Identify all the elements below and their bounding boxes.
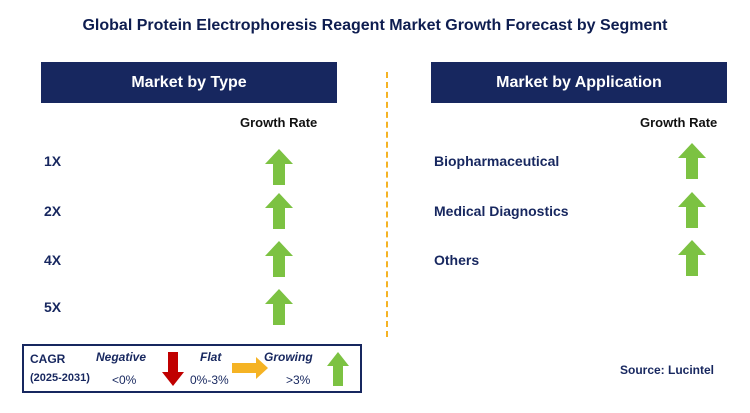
legend-negative-value: <0% — [112, 373, 137, 387]
yellow-right-arrow-icon — [232, 357, 268, 379]
green-up-arrow-icon — [678, 240, 706, 276]
column-header-growth-rate-application: Growth Rate — [640, 115, 718, 130]
panel-header-type: Market by Type — [41, 62, 337, 103]
legend-growing-value: >3% — [286, 373, 311, 387]
legend-cagr-label: CAGR — [30, 352, 66, 366]
legend-growing-label: Growing — [264, 350, 313, 364]
panel-header-application: Market by Application — [431, 62, 727, 103]
application-row-label: Medical Diagnostics — [434, 203, 569, 219]
legend-negative-label: Negative — [96, 350, 147, 364]
legend-flat-label: Flat — [200, 350, 222, 364]
source-label: Source: Lucintel — [620, 363, 715, 377]
green-up-arrow-icon — [327, 352, 349, 386]
type-row-label: 4X — [44, 252, 62, 268]
green-up-arrow-icon — [265, 241, 293, 277]
page-title: Global Protein Electrophoresis Reagent M… — [82, 17, 668, 34]
green-up-arrow-icon — [678, 192, 706, 228]
divider — [386, 72, 388, 337]
green-up-arrow-icon — [265, 149, 293, 185]
type-row-label: 2X — [44, 203, 62, 219]
legend-flat-value: 0%-3% — [190, 373, 229, 387]
type-row-label: 1X — [44, 153, 62, 169]
green-up-arrow-icon — [678, 143, 706, 179]
legend-period-label: (2025-2031) — [30, 372, 90, 384]
column-header-growth-rate-type: Growth Rate — [240, 115, 318, 130]
legend-box: CAGR (2025-2031) Negative <0% Flat 0%-3%… — [22, 344, 362, 393]
application-row-label: Biopharmaceutical — [434, 153, 560, 169]
red-down-arrow-icon — [162, 352, 184, 386]
green-up-arrow-icon — [265, 289, 293, 325]
type-row-label: 5X — [44, 299, 62, 315]
green-up-arrow-icon — [265, 193, 293, 229]
application-row-label: Others — [434, 252, 480, 268]
